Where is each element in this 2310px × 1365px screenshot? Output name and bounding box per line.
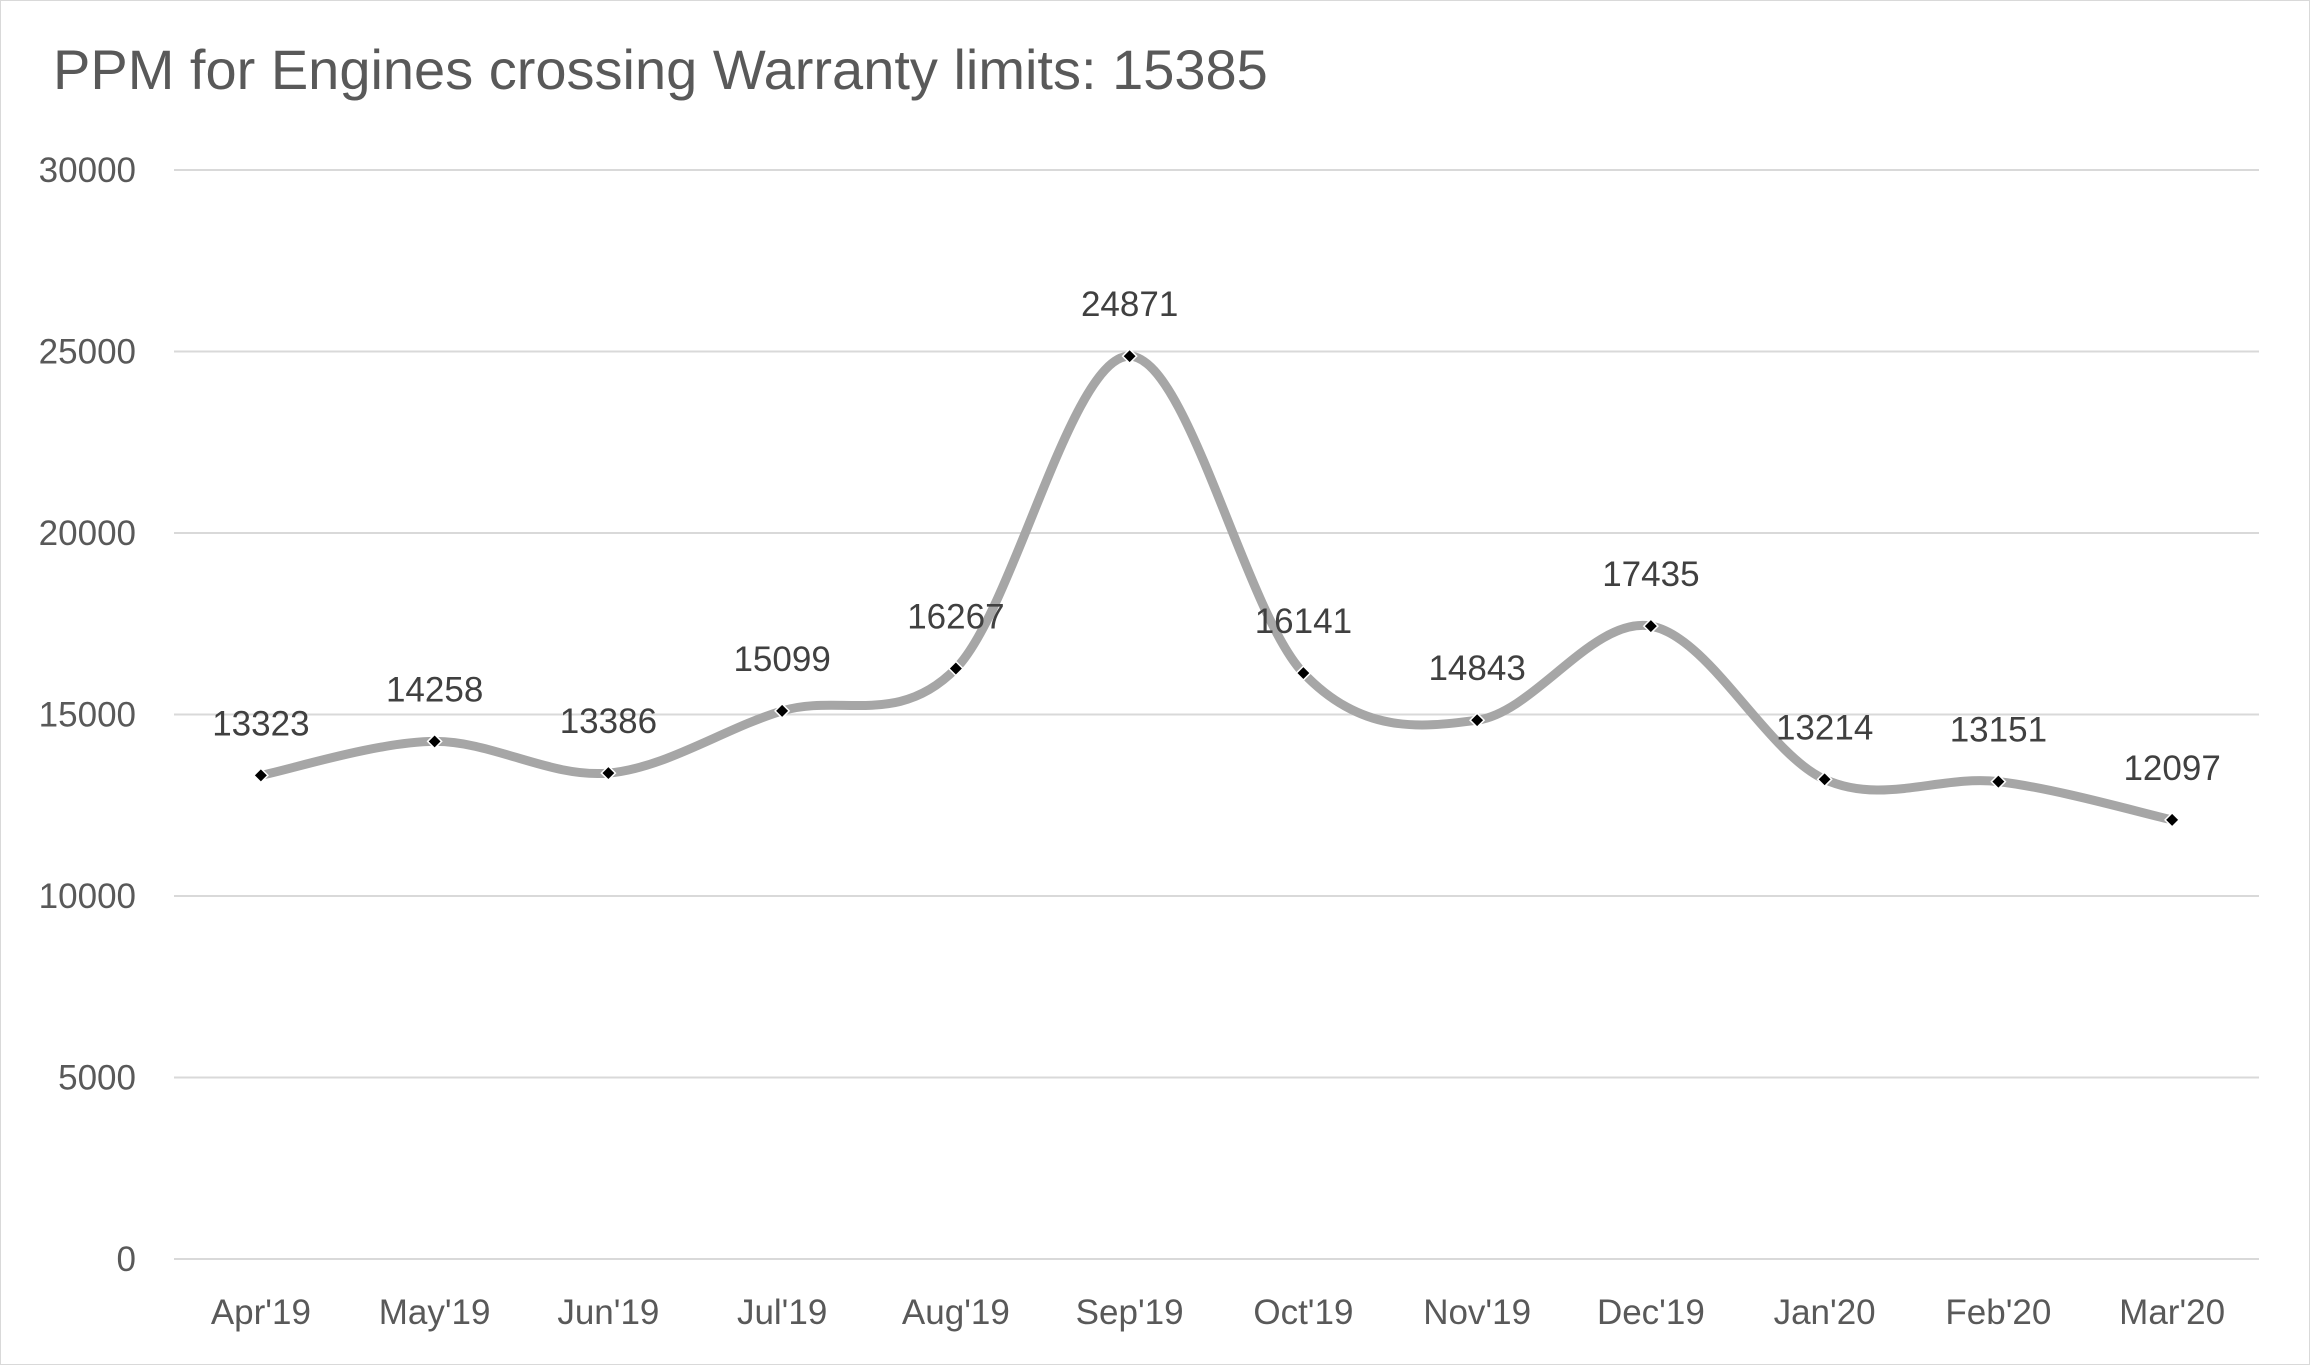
data-label: 16141 [1255,602,1352,641]
data-label: 13386 [560,702,657,741]
data-label: 17435 [1602,555,1699,594]
data-point [600,765,617,782]
data-markers [252,348,2181,828]
x-tick-label: Oct'19 [1253,1293,1353,1332]
data-label: 16267 [907,598,1004,637]
x-tick-label: May'19 [379,1293,491,1332]
y-tick-label: 20000 [39,514,136,553]
y-tick-label: 30000 [39,151,136,190]
x-tick-label: Jan'20 [1774,1293,1876,1332]
data-labels: 13323 14258 13386 15099 16267 24871 16141 14843… [212,285,2221,788]
x-tick-label: Nov'19 [1423,1293,1531,1332]
chart-title: PPM for Engines crossing Warranty limits… [53,38,1268,101]
data-label: 12097 [2123,749,2220,788]
x-axis-ticks: Apr'19 May'19 Jun'19 Jul'19 Aug'19 Sep'19 Oct'… [211,1293,2225,1332]
data-point [1121,348,1138,365]
x-tick-label: Dec'19 [1597,1293,1705,1332]
data-label: 13323 [212,704,309,743]
data-point [1990,773,2007,790]
series-line-group [256,351,2177,825]
data-label: 24871 [1081,285,1178,324]
data-point [426,733,443,750]
x-tick-label: Feb'20 [1945,1293,2051,1332]
y-tick-label: 25000 [39,333,136,372]
y-tick-label: 15000 [39,696,136,735]
y-axis-ticks: 0 5000 10000 15000 20000 25000 30000 [39,151,136,1279]
data-label: 14843 [1428,649,1525,688]
series-line [256,351,2177,825]
data-point [252,767,269,784]
data-label: 15099 [733,640,830,679]
data-point [1295,665,1312,682]
data-label: 13214 [1776,708,1873,747]
x-tick-label: Jun'19 [557,1293,659,1332]
data-point [2164,811,2181,828]
data-point [1816,771,1833,788]
data-label: 14258 [386,670,483,709]
y-tick-label: 10000 [39,877,136,916]
gridlines [174,169,2259,1260]
data-label: 13151 [1950,711,2047,750]
y-tick-label: 5000 [58,1059,136,1098]
data-point [1469,712,1486,729]
y-tick-label: 0 [117,1240,136,1279]
x-tick-label: Apr'19 [211,1293,311,1332]
data-point [947,660,964,677]
x-tick-label: Jul'19 [737,1293,827,1332]
x-tick-label: Mar'20 [2119,1293,2225,1332]
x-tick-label: Aug'19 [902,1293,1010,1332]
x-tick-label: Sep'19 [1076,1293,1184,1332]
data-point [774,702,791,719]
data-point [1642,618,1659,635]
